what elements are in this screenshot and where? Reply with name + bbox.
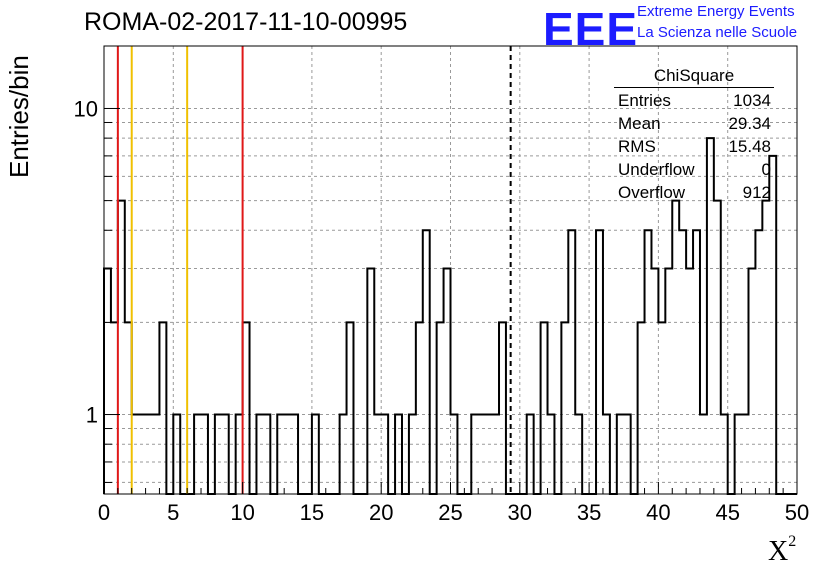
x-tick-label: 40 <box>646 500 670 525</box>
logo-line-1: Extreme Energy Events <box>637 3 795 20</box>
x-tick-label: 0 <box>98 500 110 525</box>
stat-row-rms: RMS 15.48 <box>612 135 777 158</box>
stat-label: Mean <box>618 114 661 133</box>
logo-line-2: La Scienza nelle Scuole <box>637 24 798 41</box>
y-tick-label: 10 <box>74 96 98 121</box>
y-tick-label: 1 <box>86 403 98 428</box>
stats-box: ChiSquare Entries 1034 Mean 29.34 RMS 15.48… <box>612 66 777 204</box>
stat-label: Entries <box>618 91 671 110</box>
histogram-line <box>103 137 797 495</box>
stat-row-underflow: Underflow 0 <box>612 158 777 181</box>
stat-value: 912 <box>742 183 771 202</box>
stat-row-overflow: Overflow 912 <box>612 181 777 204</box>
y-axis-label: Entries/bin <box>4 55 34 178</box>
x-tick-label: 15 <box>300 500 324 525</box>
chart-title: ROMA-02-2017-11-10-00995 <box>84 8 408 36</box>
stat-label: RMS <box>618 137 656 156</box>
x-tick-label: 5 <box>167 500 179 525</box>
stat-row-mean: Mean 29.34 <box>612 112 777 135</box>
x-tick-label: 20 <box>369 500 393 525</box>
x-axis-label: X2 <box>768 532 797 568</box>
x-tick-label: 50 <box>785 500 809 525</box>
stat-value: 15.48 <box>728 137 771 156</box>
x-axis-label-base: X <box>768 536 789 567</box>
x-tick-label: 25 <box>438 500 462 525</box>
stat-value: 0 <box>761 160 771 179</box>
eee-logo: EEE <box>543 3 639 55</box>
x-tick-label: 10 <box>230 500 254 525</box>
x-tick-label: 30 <box>508 500 532 525</box>
x-axis-label-superscript: 2 <box>788 532 797 550</box>
x-tick-label: 35 <box>577 500 601 525</box>
stats-title: ChiSquare <box>614 66 774 88</box>
stat-row-entries: Entries 1034 <box>612 89 777 112</box>
stat-value: 29.34 <box>728 114 771 133</box>
stat-label: Overflow <box>618 183 686 202</box>
stat-label: Underflow <box>618 160 695 179</box>
stat-value: 1034 <box>733 91 771 110</box>
x-tick-label: 45 <box>715 500 739 525</box>
